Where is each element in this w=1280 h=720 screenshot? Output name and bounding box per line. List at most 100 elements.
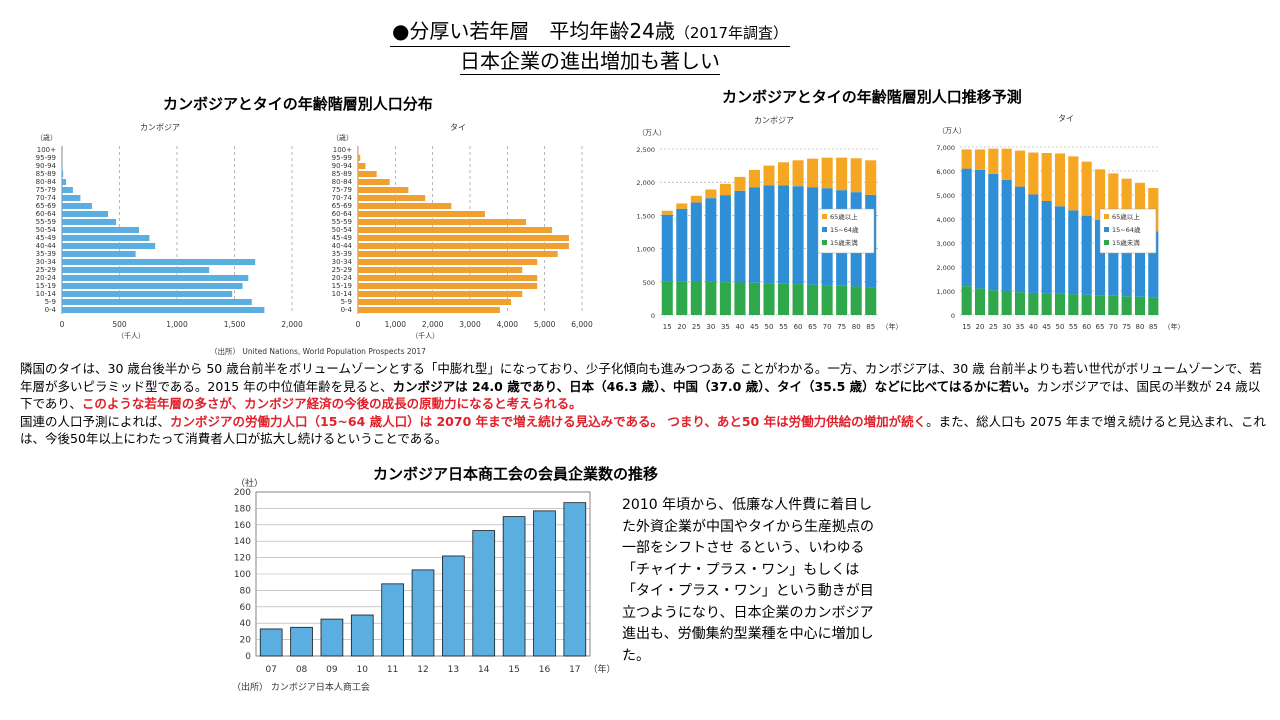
projection-legend-label: 65歳以上 (1112, 212, 1140, 221)
projection-bar-segment (705, 281, 717, 315)
projection-bar-segment (1094, 219, 1106, 296)
members-x-tick: 14 (478, 665, 490, 675)
projection-bar-segment (865, 287, 877, 315)
projection-x-tick: 30 (706, 323, 715, 331)
pyramid-bar (358, 243, 569, 249)
projection-bar-segment (1001, 148, 1012, 180)
projection-bar-segment (661, 281, 673, 315)
projection-bar-segment (734, 190, 746, 283)
projection-x-tick: 85 (866, 323, 875, 331)
body-paragraph: 隣国のタイは、30 歳台後半から 50 歳台前半をボリュームゾーンとする「中膨れ… (20, 360, 1270, 448)
projection-bar-segment (988, 148, 999, 174)
pyramid-category-label: 0-4 (341, 306, 353, 314)
pyramid-bar (358, 251, 558, 257)
projection-bar-segment (719, 282, 731, 315)
members-bar (290, 626, 313, 657)
pyramid-category-label: 70-74 (332, 194, 353, 202)
pyramid-bar (358, 211, 485, 217)
pyramid-bar (62, 267, 210, 273)
pyramid-bar (62, 203, 92, 209)
projection-y-tick: 1,000 (636, 246, 655, 254)
members-x-tick: 17 (569, 665, 580, 675)
projection-bar-segment (676, 203, 688, 209)
projection-legend-swatch (822, 240, 827, 245)
projection-y-tick: 6,000 (936, 168, 955, 176)
projection-x-tick: 20 (677, 323, 686, 331)
pyramid-x-tick: 2,000 (422, 320, 444, 329)
para-red-1: このような若年層の多さが、カンボジア経済の今後の成長の原動力になると考えられる。 (81, 396, 582, 411)
pyramid-x-tick: 6,000 (571, 320, 593, 329)
pyramid-x-tick: 5,000 (534, 320, 556, 329)
pyramid-bar (358, 235, 569, 241)
para-text-2b: 。また、総人口も 2075 年まで増え続けると見込まれ、これは、今後50年以上に… (20, 413, 1266, 447)
projection-bar-segment (1148, 297, 1159, 315)
pyramid-bar (358, 275, 538, 281)
projection-y-tick: 0 (651, 312, 655, 320)
projection-legend-swatch (1104, 227, 1109, 232)
projection-legend-label: 65歳以上 (830, 212, 858, 221)
projection-bar-segment (690, 202, 702, 282)
projection-bar-segment (1081, 294, 1092, 315)
projection-x-tick: 45 (1042, 323, 1051, 331)
projection-x-unit: （年） (1164, 322, 1185, 331)
members-x-tick: 08 (296, 665, 308, 675)
pyramid-category-label: 40-44 (332, 242, 353, 250)
projection-x-unit: （年） (882, 322, 903, 331)
pyramid-bar (358, 291, 523, 297)
pyramid-category-label: 60-64 (36, 210, 57, 218)
projection-y-unit: （万人） (638, 129, 666, 137)
projection-x-tick: 85 (1149, 323, 1158, 331)
projection-bar-segment (1068, 294, 1079, 315)
projection-bar-segment (1068, 156, 1079, 211)
projection-y-tick: 500 (643, 279, 655, 287)
projection-x-tick: 65 (808, 323, 817, 331)
projection-bar-segment (778, 283, 790, 315)
members-x-tick: 13 (448, 665, 459, 675)
para-text-2a: 国連の人口予測によれば、 (20, 413, 171, 429)
projection-legend-swatch (822, 214, 827, 219)
pyramid-category-label: 75-79 (332, 186, 352, 194)
projection-legend-swatch (822, 227, 827, 232)
pyramid-bar (358, 283, 538, 289)
projection-x-tick: 70 (1109, 323, 1118, 331)
projection-bar-segment (676, 208, 688, 282)
projection-bar-segment (792, 284, 804, 315)
pyramid-bar (358, 155, 361, 161)
members-x-unit: （年） (588, 663, 615, 675)
pyramid-source: （出所） United Nations, World Population Pr… (210, 346, 426, 356)
members-x-tick: 11 (387, 665, 398, 675)
projection-bar-segment (807, 158, 819, 188)
pyramid-bar (62, 275, 249, 281)
members-y-tick: 60 (240, 603, 252, 613)
projection-bar-segment (1014, 186, 1026, 293)
members-bar (381, 583, 404, 657)
projection-x-tick: 60 (794, 323, 803, 331)
members-y-unit: （社） (236, 477, 263, 489)
members-x-tick: 12 (417, 665, 428, 675)
members-y-tick: 120 (234, 554, 251, 564)
pyramid-category-label: 5-9 (45, 298, 56, 306)
projection-x-tick: 25 (692, 323, 701, 331)
pyramid-bar (62, 171, 64, 177)
pyramid-bar (358, 179, 390, 185)
pyramid-category-label: 0-4 (45, 306, 57, 314)
projection-bar-segment (1134, 182, 1146, 229)
pyramid-bar (62, 227, 140, 233)
pyramid-charts: カンボジア（歳）0 500 1,000 1,500 2,000（千人）100+95-99… (36, 123, 593, 356)
pyramid-category-label: 20-24 (332, 274, 353, 282)
pyramid-x-tick: 1,000 (166, 320, 188, 329)
projection-y-tick: 2,000 (636, 179, 655, 187)
pyramid-category-label: 95-99 (36, 154, 56, 162)
pyramid-category-label: 90-94 (36, 162, 57, 170)
cambodia-pyramid: カンボジア （歳） 0 500 1,000 1,500 2,000 （千人） 100+95-99… (36, 123, 303, 340)
pyramid-category-label: 50-54 (332, 226, 353, 234)
projection-bar-segment (748, 282, 760, 315)
projection-x-tick: 45 (750, 323, 759, 331)
thai-pyramid: タイ （歳） 0 1,000 2,000 3,000 4,000 5,000 6,000 （千人）… (332, 123, 593, 340)
pyramid-category-label: 15-19 (332, 282, 352, 290)
projection-x-tick: 30 (1002, 323, 1011, 331)
projection-bar-segment (1094, 295, 1106, 315)
pyramid-bar (358, 203, 452, 209)
projection-x-tick: 80 (852, 323, 861, 331)
projection-bar-segment (1094, 169, 1106, 220)
